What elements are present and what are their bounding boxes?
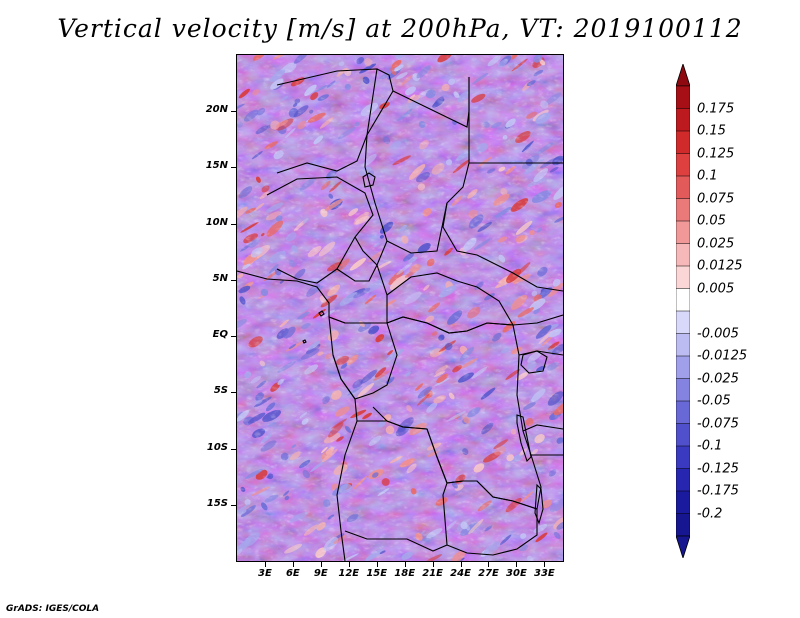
colorbar-level-label: -0.125 [697, 461, 739, 476]
colorbar-band [676, 175, 690, 200]
colorbar-band [676, 445, 690, 470]
lon-tick-label: 12E [338, 568, 360, 579]
map-plot [236, 54, 564, 562]
chad-border [364, 90, 448, 254]
colorbar-level-label: 0.0125 [697, 258, 743, 274]
gulf-islands [302, 310, 325, 344]
colorbar-level-label: -0.075 [697, 416, 739, 431]
colorbar-band [676, 130, 690, 155]
colorbar-band [676, 243, 690, 267]
lat-tick-mark [231, 392, 236, 394]
lon-tick-mark [460, 562, 462, 567]
lon-tick-label: 9E [313, 568, 328, 579]
lon-tick-label: 33E [533, 568, 555, 579]
grads-credit: GrADS: IGES/COLA [6, 604, 100, 614]
lon-tick-label: 27E [478, 568, 499, 579]
colorbar-level-label: -0.0125 [697, 348, 748, 364]
lake-victoria [520, 350, 548, 374]
lake-chad [362, 172, 376, 188]
lat-tick-mark [231, 504, 236, 506]
lon-tick-label: 15E [366, 568, 388, 579]
colorbar-band [676, 85, 690, 110]
lat-tick-mark [231, 336, 236, 338]
colorbar-level-label: -0.05 [697, 393, 731, 409]
political-boundaries [237, 68, 563, 561]
lat-tick-mark [231, 111, 236, 113]
colorbar-level-label: 0.025 [697, 236, 735, 251]
lat-tick-label: 5N [212, 272, 228, 284]
field-contours [237, 55, 563, 561]
lon-tick-mark [292, 562, 294, 567]
niger-border [276, 68, 378, 174]
colorbar-level-label: 0.175 [697, 101, 735, 116]
colorbar-band [676, 355, 690, 380]
sudan-border [442, 162, 563, 292]
lat-tick-label: EQ [212, 329, 228, 341]
chart-title: Vertical velocity [m/s] at 200hPa, VT: 2… [57, 14, 743, 43]
colorbar-band [676, 378, 690, 402]
colorbar-top-arrow [676, 64, 690, 87]
lat-tick-mark [231, 223, 236, 225]
colorbar-bottom-arrow [676, 535, 690, 558]
lat-tick-mark [231, 167, 236, 169]
colorbar-band [676, 468, 690, 492]
colorbar-band [676, 400, 690, 425]
lon-tick-label: 30E [506, 568, 527, 579]
colorbar-band [676, 288, 690, 312]
lat-tick-label: 10N [205, 216, 228, 228]
colorbar-level-label: -0.175 [697, 483, 739, 499]
colorbar-band [676, 490, 690, 515]
lon-tick-label: 21E [422, 568, 443, 579]
zambia-border [446, 480, 538, 556]
colorbar-level-label: 0.1 [697, 168, 718, 184]
nigeria-border [266, 176, 374, 284]
colorbar-band [676, 220, 690, 245]
colorbar-level-label: -0.025 [697, 371, 739, 386]
colorbar-level-label: -0.005 [697, 326, 739, 341]
colorbar-level-label: 0.075 [697, 191, 735, 206]
angola-border [344, 420, 448, 552]
colorbar-level-label: 0.005 [697, 281, 735, 296]
lon-tick-mark [348, 562, 350, 567]
lon-tick-mark [264, 562, 266, 567]
colorbar-level-label: 0.125 [697, 146, 735, 161]
lat-tick-label: 5S [213, 385, 228, 397]
colorbar-level-label: 0.15 [697, 123, 726, 139]
colorbar-level-label: -0.2 [697, 506, 723, 521]
colorbar-band [676, 265, 690, 290]
lon-tick-mark [320, 562, 322, 567]
colorbar-band [676, 423, 690, 447]
lat-tick-label: 15N [205, 160, 228, 172]
colorbar-band [676, 198, 690, 222]
lat-tick-label: 15S [206, 497, 228, 509]
lake-malawi [534, 483, 544, 525]
lon-tick-label: 3E [258, 568, 272, 579]
lat-tick-label: 20N [205, 104, 228, 116]
lon-tick-mark [404, 562, 406, 567]
lon-tick-mark [544, 562, 546, 567]
colorbar-band [676, 153, 690, 177]
lat-tick-label: 10S [206, 441, 228, 453]
lon-tick-mark [432, 562, 434, 567]
lon-tick-mark [488, 562, 490, 567]
colorbar-band [676, 333, 690, 357]
colorbar [676, 64, 690, 558]
lon-tick-mark [376, 562, 378, 567]
lat-tick-mark [231, 279, 236, 281]
vertical-velocity-field [237, 55, 563, 561]
lon-tick-mark [516, 562, 518, 567]
colorbar-level-label: -0.1 [697, 438, 723, 454]
lon-tick-label: 18E [394, 568, 416, 579]
lon-tick-label: 6E [285, 568, 300, 579]
colorbar-band [676, 513, 690, 537]
colorbar-band [676, 108, 690, 132]
lat-tick-mark [231, 448, 236, 450]
lon-tick-label: 24E [450, 568, 471, 579]
colorbar-level-label: 0.05 [697, 213, 726, 229]
lake-tanganyika [516, 414, 532, 463]
coastline [237, 270, 358, 561]
colorbar-band [676, 310, 690, 335]
